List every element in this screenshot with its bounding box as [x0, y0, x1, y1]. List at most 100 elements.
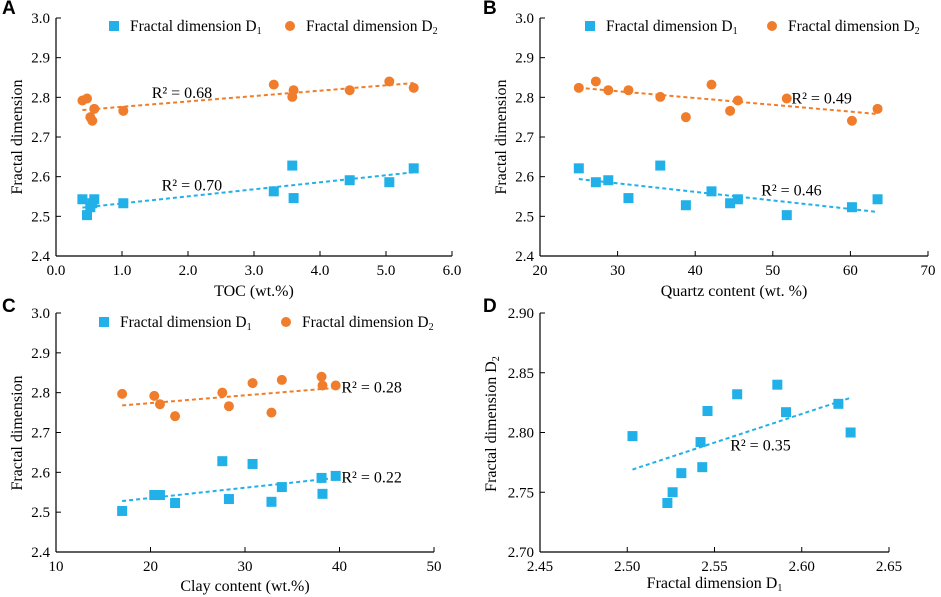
data-point-square	[725, 198, 736, 209]
data-point-square	[276, 482, 287, 493]
trend-line	[82, 171, 414, 209]
y-axis-title: Fractal dimension D2	[483, 356, 502, 492]
y-tick-label: 2.7	[31, 426, 50, 442]
y-tick-label: 2.5	[31, 505, 50, 521]
data-point-square	[316, 472, 327, 483]
y-tick-label: 2.6	[31, 465, 50, 481]
x-axis-title: Clay content (wt.%)	[180, 578, 309, 595]
data-point-circle	[781, 93, 792, 104]
legend-label-d1: Fractal dimension D1	[130, 18, 262, 37]
data-point-circle	[344, 85, 355, 96]
data-point-square	[317, 488, 328, 499]
data-point-circle	[573, 82, 584, 93]
data-point-square	[781, 210, 792, 221]
y-axis-title: Fractal dimension	[493, 79, 510, 194]
data-point-circle	[316, 371, 327, 382]
x-tick-label: 40	[688, 263, 703, 279]
data-point-circle	[170, 411, 181, 422]
data-point-circle	[82, 93, 93, 104]
data-point-square	[288, 193, 299, 204]
data-point-circle	[87, 115, 98, 126]
legend-label-d2: Fractal dimension D2	[788, 18, 920, 37]
data-point-square	[781, 407, 792, 418]
data-point-square	[118, 198, 129, 209]
r-squared-label: R² = 0.70	[162, 178, 223, 195]
y-tick-label: 2.7	[515, 130, 534, 146]
r-squared-label: R² = 0.68	[152, 85, 213, 102]
data-point-circle	[623, 85, 634, 96]
y-tick-label: 2.9	[31, 51, 50, 67]
data-point-circle	[288, 85, 299, 96]
x-tick-label: 2.55	[701, 559, 727, 575]
trend-line	[632, 396, 851, 471]
y-tick-label: 2.9	[31, 346, 50, 362]
y-axis-title: Fractal dimension	[9, 375, 26, 490]
x-tick-label: 30	[610, 263, 625, 279]
data-point-square	[833, 398, 844, 409]
data-point-circle	[217, 387, 228, 398]
x-tick-label: 1.0	[113, 263, 132, 279]
legend-label-d2: Fractal dimension D2	[302, 314, 434, 333]
data-point-square	[89, 194, 100, 205]
x-tick-label: 6.0	[443, 263, 462, 279]
legend-marker-d2	[285, 21, 295, 31]
data-point-square	[170, 498, 181, 509]
y-tick-label: 2.4	[31, 249, 50, 265]
y-tick-label: 3.0	[31, 11, 50, 27]
y-tick-label: 2.6	[515, 170, 534, 186]
panel-letter: D	[483, 296, 497, 317]
y-tick-label: 2.5	[515, 209, 534, 225]
x-axis-title: TOC (wt.%)	[214, 283, 294, 300]
data-point-square	[846, 202, 857, 213]
trend-line	[578, 178, 878, 213]
x-tick-label: 50	[765, 263, 780, 279]
x-axis-title: Fractal dimension D1	[647, 575, 783, 594]
x-tick-label: 0.0	[47, 263, 66, 279]
data-point-square	[268, 186, 279, 197]
x-tick-label: 2.45	[527, 559, 553, 575]
data-point-square	[676, 468, 687, 479]
y-tick-label: 2.70	[508, 545, 534, 561]
legend-label-d2: Fractal dimension D2	[306, 18, 438, 37]
data-point-circle	[330, 380, 341, 391]
data-point-circle	[706, 79, 717, 90]
panel-letter: B	[483, 0, 497, 19]
data-point-square	[772, 379, 783, 390]
data-point-square	[627, 431, 638, 442]
data-point-square	[344, 175, 355, 186]
y-tick-label: 2.8	[31, 386, 50, 402]
r-squared-label: R² = 0.46	[761, 182, 822, 199]
data-point-square	[695, 437, 706, 448]
x-tick-label: 2.65	[876, 559, 902, 575]
legend-label-d1: Fractal dimension D1	[120, 314, 252, 333]
data-point-circle	[408, 82, 419, 93]
y-tick-label: 2.75	[508, 485, 534, 501]
x-tick-label: 10	[49, 559, 64, 575]
data-point-circle	[268, 79, 279, 90]
panel-c: C 2.4 2.5 2.6 2.7 2.8 2.9 3.0 10 20 30 40 50 Clay con…	[2, 296, 442, 595]
y-tick-label: 2.5	[31, 209, 50, 225]
data-point-square	[732, 389, 743, 400]
y-tick-label: 2.6	[31, 170, 50, 186]
x-axis-title: Quartz content (wt. %)	[661, 283, 808, 300]
data-point-circle	[317, 380, 328, 391]
data-point-square	[697, 462, 708, 473]
data-point-square	[732, 194, 743, 205]
panel-letter: A	[2, 0, 16, 19]
data-point-square	[287, 160, 298, 171]
y-axis-title: Fractal dimension	[9, 79, 26, 194]
data-point-circle	[732, 95, 743, 106]
data-point-circle	[384, 76, 395, 87]
data-point-square	[247, 458, 258, 469]
y-tick-label: 2.9	[515, 51, 534, 67]
x-tick-label: 20	[533, 263, 548, 279]
data-point-square	[223, 494, 234, 505]
data-point-circle	[590, 76, 601, 87]
y-tick-label: 3.0	[31, 306, 50, 322]
data-point-circle	[603, 85, 614, 96]
data-point-circle	[846, 115, 857, 126]
r-squared-label: R² = 0.35	[730, 437, 791, 454]
data-point-square	[77, 194, 88, 205]
panel-a: A 2.4 2.5 2.6 2.7 2.8 2.9 3.0 0.0 1.0 2.0 3.0 4.0 5.0…	[2, 0, 461, 300]
